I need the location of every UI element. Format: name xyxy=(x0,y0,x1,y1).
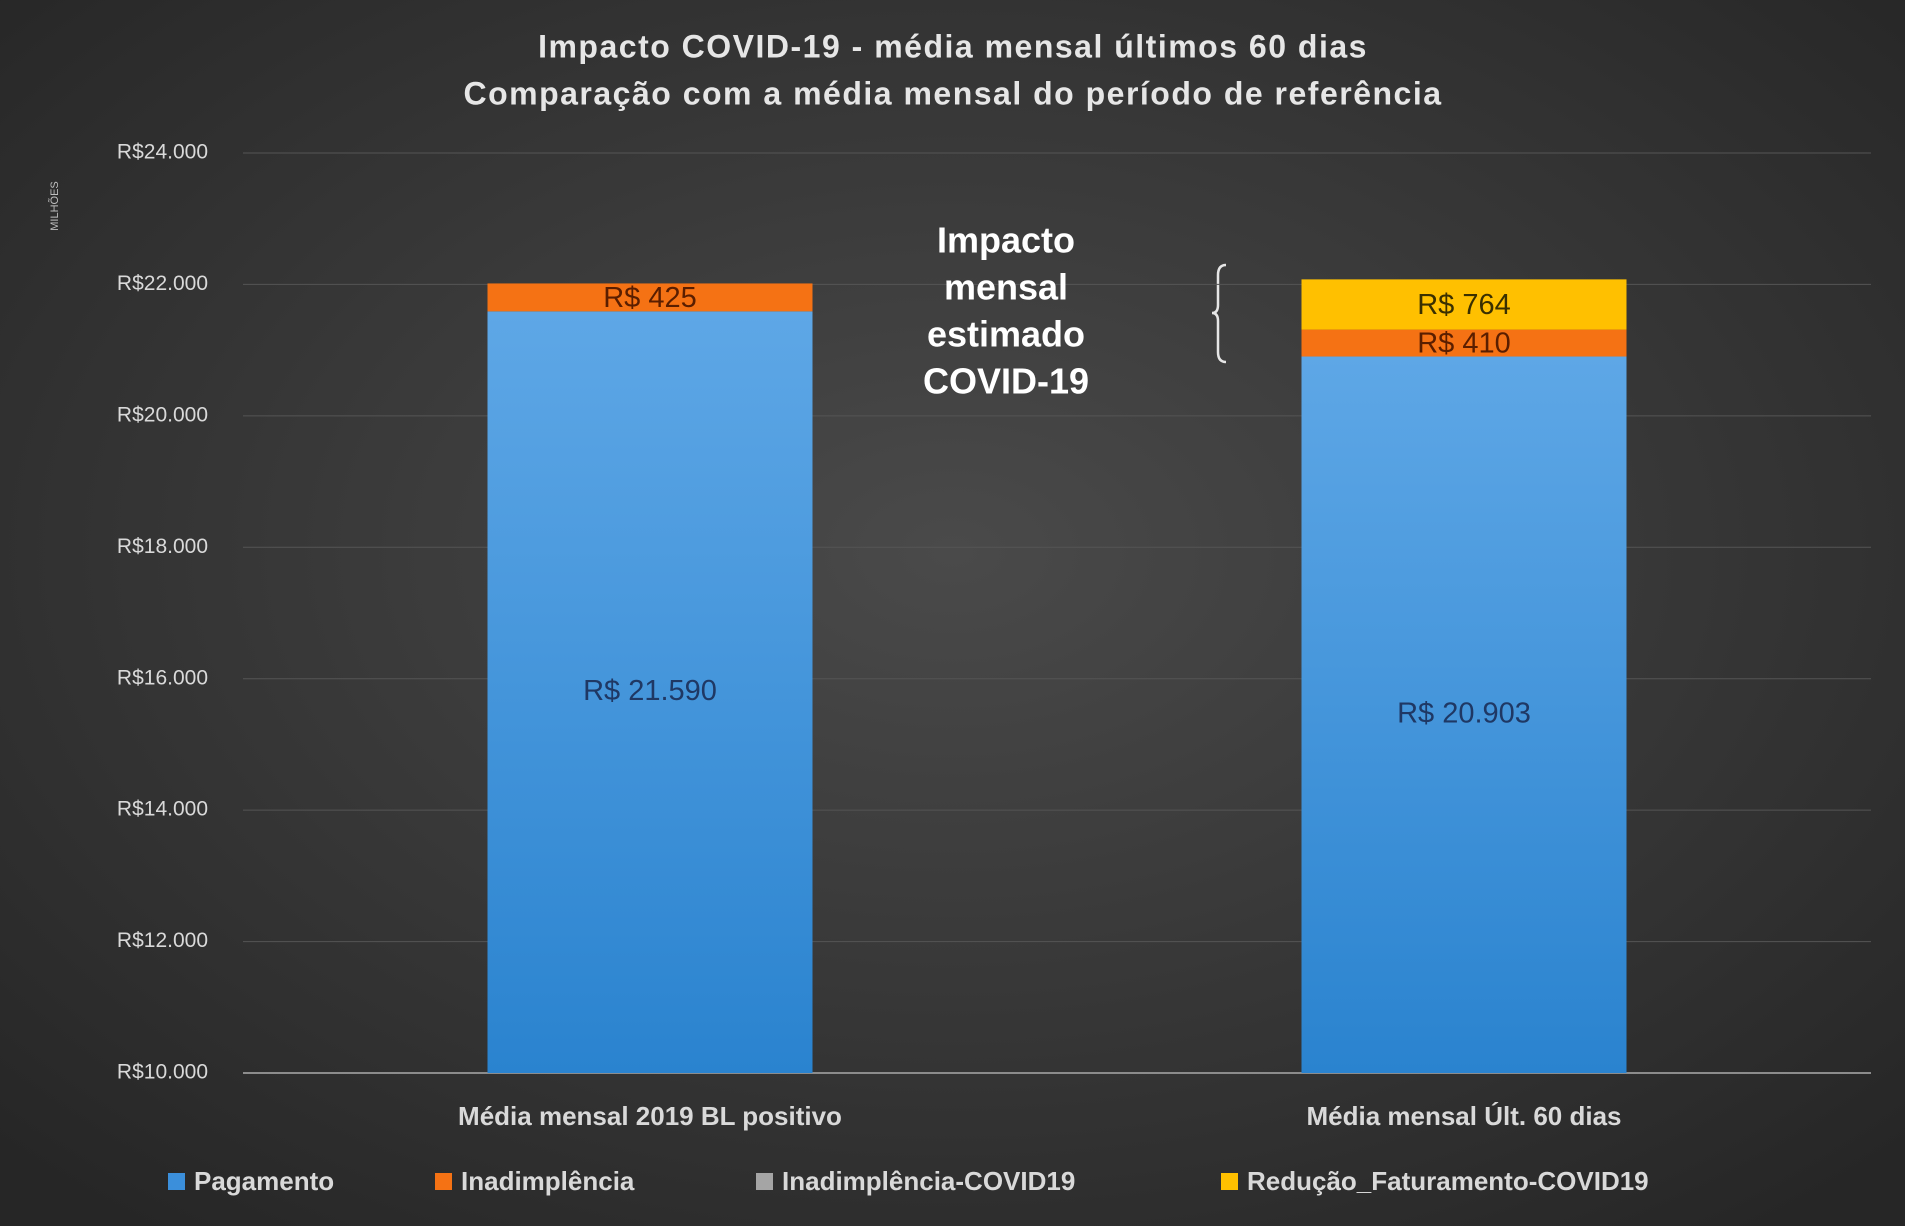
y-tick-label: R$10.000 xyxy=(117,1061,208,1084)
legend-label: Inadimplência xyxy=(461,1166,635,1196)
bar-segment xyxy=(1301,356,1627,1073)
bar-segment xyxy=(487,283,813,312)
legend-swatch xyxy=(1221,1173,1238,1190)
y-tick-label: R$16.000 xyxy=(117,666,208,689)
annotation-brace xyxy=(1211,263,1227,364)
annotation: COVID-19 xyxy=(923,361,1089,402)
annotation: Impacto xyxy=(937,220,1075,261)
y-tick-label: R$22.000 xyxy=(117,272,208,295)
legend-swatch xyxy=(168,1173,185,1190)
data-label: R$ 425 xyxy=(603,282,697,314)
y-tick-label: R$24.000 xyxy=(117,141,208,164)
x-tick-label: Média mensal Últ. 60 dias xyxy=(1306,1101,1621,1131)
data-label: R$ 21.590 xyxy=(583,675,717,707)
legend-swatch xyxy=(435,1173,452,1190)
legend-label: Redução_Faturamento-COVID19 xyxy=(1247,1166,1649,1196)
data-label: R$ 410 xyxy=(1417,328,1511,360)
legend-label: Inadimplência-COVID19 xyxy=(782,1166,1075,1196)
annotation: estimado xyxy=(927,314,1085,355)
legend-label: Pagamento xyxy=(194,1166,334,1196)
y-tick-label: R$18.000 xyxy=(117,535,208,558)
bar-segment xyxy=(1301,279,1627,330)
annotation: mensal xyxy=(944,267,1068,308)
y-axis-label: MILHÕES xyxy=(48,181,61,231)
y-tick-label: R$12.000 xyxy=(117,929,208,952)
x-tick-label: Média mensal 2019 BL positivo xyxy=(458,1101,842,1131)
chart-subtitle: Comparação com a média mensal do período… xyxy=(463,75,1442,111)
legend-swatch xyxy=(756,1173,773,1190)
data-label: R$ 20.903 xyxy=(1397,697,1531,729)
data-label: R$ 764 xyxy=(1417,289,1511,321)
chart-title: Impacto COVID-19 - média mensal últimos … xyxy=(538,28,1368,64)
y-tick-label: R$20.000 xyxy=(117,403,208,426)
bar-segment xyxy=(487,311,813,1073)
bar-segment xyxy=(1301,329,1627,357)
y-tick-label: R$14.000 xyxy=(117,798,208,821)
